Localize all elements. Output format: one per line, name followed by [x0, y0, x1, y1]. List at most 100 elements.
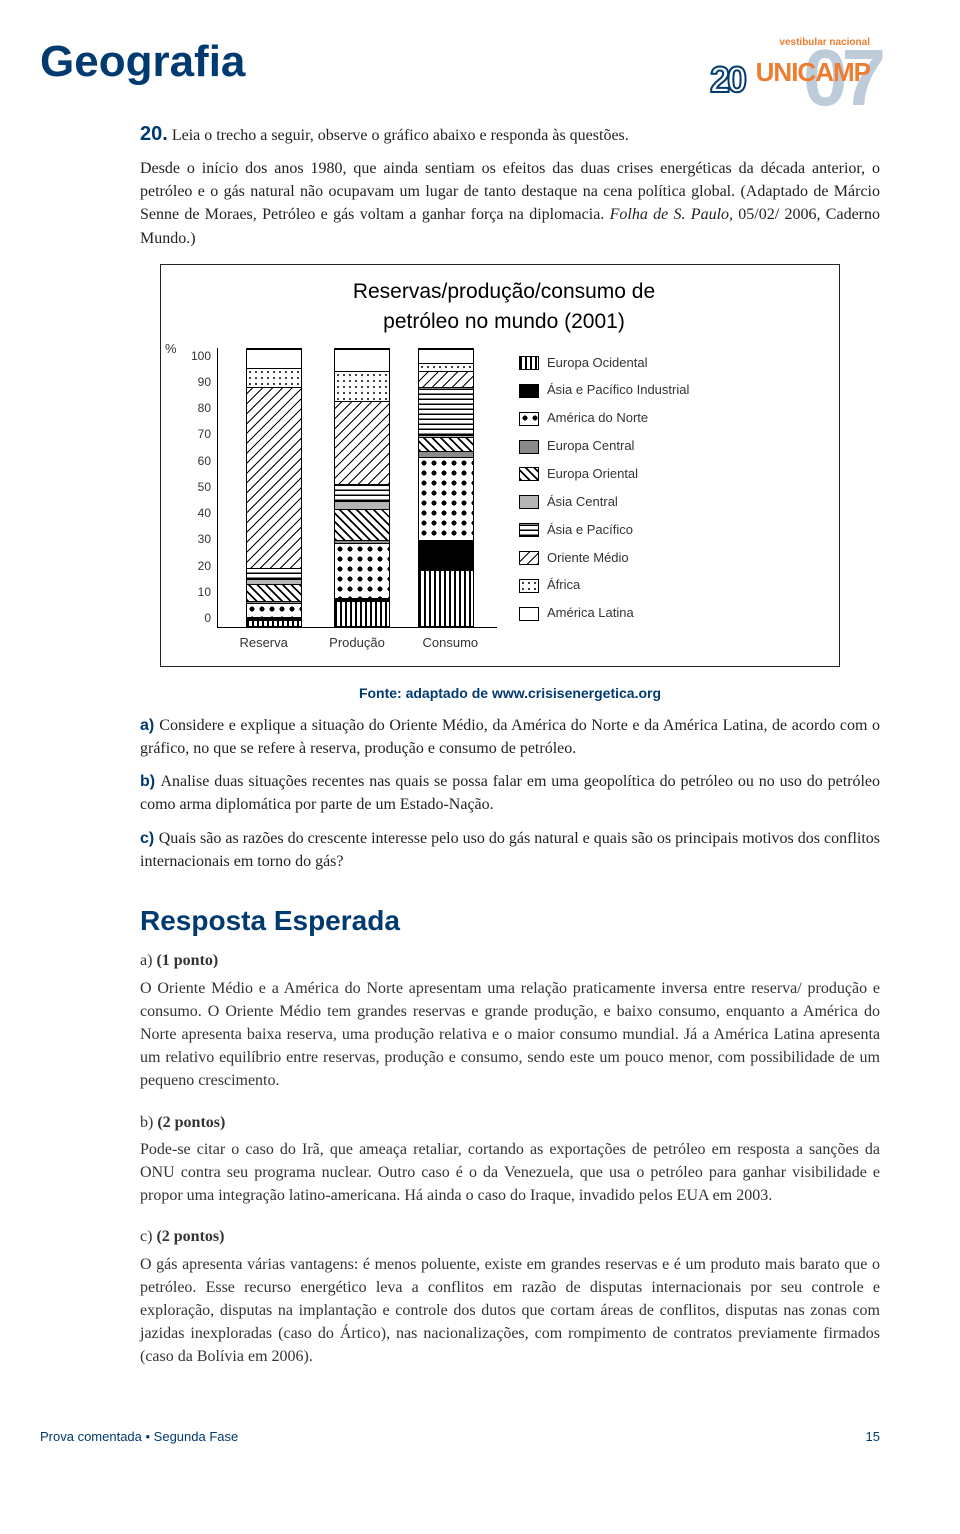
question-intro: 20. Leia o trecho a seguir, observe o gr…	[140, 120, 880, 149]
legend-item: Ásia Central	[519, 493, 821, 512]
legend-label: América Latina	[547, 604, 634, 623]
logo-20: 20	[710, 54, 744, 106]
segment	[419, 371, 473, 388]
x-label: Consumo	[404, 634, 497, 653]
legend-label: Ásia e Pacífico	[547, 521, 633, 540]
legend-swatch	[519, 523, 539, 537]
legend-swatch	[519, 579, 539, 593]
segment	[335, 484, 389, 501]
plot-box	[217, 348, 497, 628]
legend-swatch	[519, 551, 539, 565]
segment	[419, 540, 473, 570]
y-tick: 40	[187, 505, 211, 522]
segment	[419, 570, 473, 625]
legend-item: África	[519, 576, 821, 595]
item-letter-b: b)	[140, 773, 160, 790]
segment	[335, 509, 389, 539]
item-text-a: Considere e explique a situação do Orien…	[140, 717, 880, 757]
segment	[419, 457, 473, 540]
y-tick: 50	[187, 479, 211, 496]
segment	[247, 620, 301, 626]
logo-2007: 07 20 vestibular nacional UNICAMP	[690, 30, 880, 100]
legend-swatch	[519, 356, 539, 370]
y-tick: 10	[187, 584, 211, 601]
segment	[419, 387, 473, 434]
legend-item: Europa Ocidental	[519, 354, 821, 373]
page-header: Geografia 07 20 vestibular nacional UNIC…	[40, 30, 880, 100]
legend-item: América Latina	[519, 604, 821, 623]
legend-item: Oriente Médio	[519, 549, 821, 568]
legend-item: Europa Oriental	[519, 465, 821, 484]
y-tick: 30	[187, 531, 211, 548]
y-tick: 100	[187, 348, 211, 365]
bar-consumo	[418, 348, 474, 627]
logo-vest-label: vestibular nacional	[779, 36, 870, 51]
item-text-b: Analise duas situações recentes nas quai…	[140, 773, 880, 813]
answer-c-prefix: c)	[140, 1228, 156, 1245]
answer-a-points: (1 ponto)	[156, 952, 218, 969]
question-number: 20.	[140, 123, 168, 145]
legend-label: Ásia e Pacífico Industrial	[547, 381, 689, 400]
y-tick: 90	[187, 374, 211, 391]
segment	[335, 501, 389, 509]
legend-swatch	[519, 607, 539, 621]
answer-heading: Resposta Esperada	[140, 901, 880, 942]
y-axis-unit: %	[165, 340, 177, 359]
legend-swatch	[519, 495, 539, 509]
x-label: Reserva	[217, 634, 310, 653]
segment	[335, 401, 389, 484]
legend-item: Ásia e Pacífico Industrial	[519, 381, 821, 400]
page-footer: Prova comentada • Segunda Fase 15	[40, 1428, 880, 1447]
chart-title: Reservas/produção/consumo de petróleo no…	[187, 277, 821, 338]
chart-container: Reservas/produção/consumo de petróleo no…	[160, 264, 840, 668]
legend-swatch	[519, 440, 539, 454]
chart-caption: Fonte: adaptado de www.crisisenergetica.…	[140, 683, 880, 703]
answer-b-head: b) (2 pontos)	[140, 1111, 880, 1134]
legend-label: América do Norte	[547, 409, 648, 428]
answer-b-body: Pode-se citar o caso do Irã, que ameaça …	[140, 1138, 880, 1208]
legend-label: Oriente Médio	[547, 549, 629, 568]
answer-b-prefix: b)	[140, 1114, 157, 1131]
segment	[335, 349, 389, 371]
y-tick: 70	[187, 426, 211, 443]
answer-a-head: a) (1 ponto)	[140, 949, 880, 972]
x-labels: ReservaProduçãoConsumo	[217, 634, 497, 653]
chart-plot: 0102030405060708090100	[187, 348, 497, 628]
segment	[247, 387, 301, 567]
y-ticks: 0102030405060708090100	[187, 348, 211, 628]
legend-label: Ásia Central	[547, 493, 618, 512]
question-item-b: b) Analise duas situações recentes nas q…	[140, 770, 880, 816]
item-letter-a: a)	[140, 717, 159, 734]
legend-label: Europa Ocidental	[547, 354, 647, 373]
segment	[335, 601, 389, 626]
y-tick: 80	[187, 400, 211, 417]
context-italic: Folha de S. Paulo	[610, 206, 729, 223]
item-text-c: Quais são as razões do crescente interes…	[140, 830, 880, 870]
legend-item: Europa Central	[519, 437, 821, 456]
legend-label: Europa Central	[547, 437, 634, 456]
chart-legend: Europa Ocidental Ásia e Pacífico Industri…	[519, 348, 821, 653]
segment	[335, 543, 389, 598]
legend-item: Ásia e Pacífico	[519, 521, 821, 540]
chart-title-l1: Reservas/produção/consumo de	[353, 280, 655, 303]
item-letter-c: c)	[140, 830, 159, 847]
segment	[247, 603, 301, 617]
y-tick: 0	[187, 610, 211, 627]
answer-c-body: O gás apresenta várias vantagens: é meno…	[140, 1253, 880, 1369]
chart-plot-area: % 0102030405060708090100 ReservaProdução…	[187, 348, 497, 653]
answer-b-points: (2 pontos)	[157, 1114, 225, 1131]
legend-swatch	[519, 384, 539, 398]
answer-a-prefix: a)	[140, 952, 156, 969]
question-context: Desde o início dos anos 1980, que ainda …	[140, 157, 880, 250]
footer-page-number: 15	[866, 1428, 880, 1447]
chart-title-l2: petróleo no mundo (2001)	[383, 310, 625, 333]
question-block: 20. Leia o trecho a seguir, observe o gr…	[140, 120, 880, 1368]
question-item-c: c) Quais são as razões do crescente inte…	[140, 827, 880, 873]
segment	[419, 437, 473, 451]
logo-unicamp: UNICAMP	[756, 54, 870, 92]
answer-c-head: c) (2 pontos)	[140, 1225, 880, 1248]
question-item-a: a) Considere e explique a situação do Or…	[140, 714, 880, 760]
bar-reserva	[246, 348, 302, 627]
question-intro-text: Leia o trecho a seguir, observe o gráfic…	[172, 127, 629, 144]
subject-title: Geografia	[40, 30, 245, 94]
